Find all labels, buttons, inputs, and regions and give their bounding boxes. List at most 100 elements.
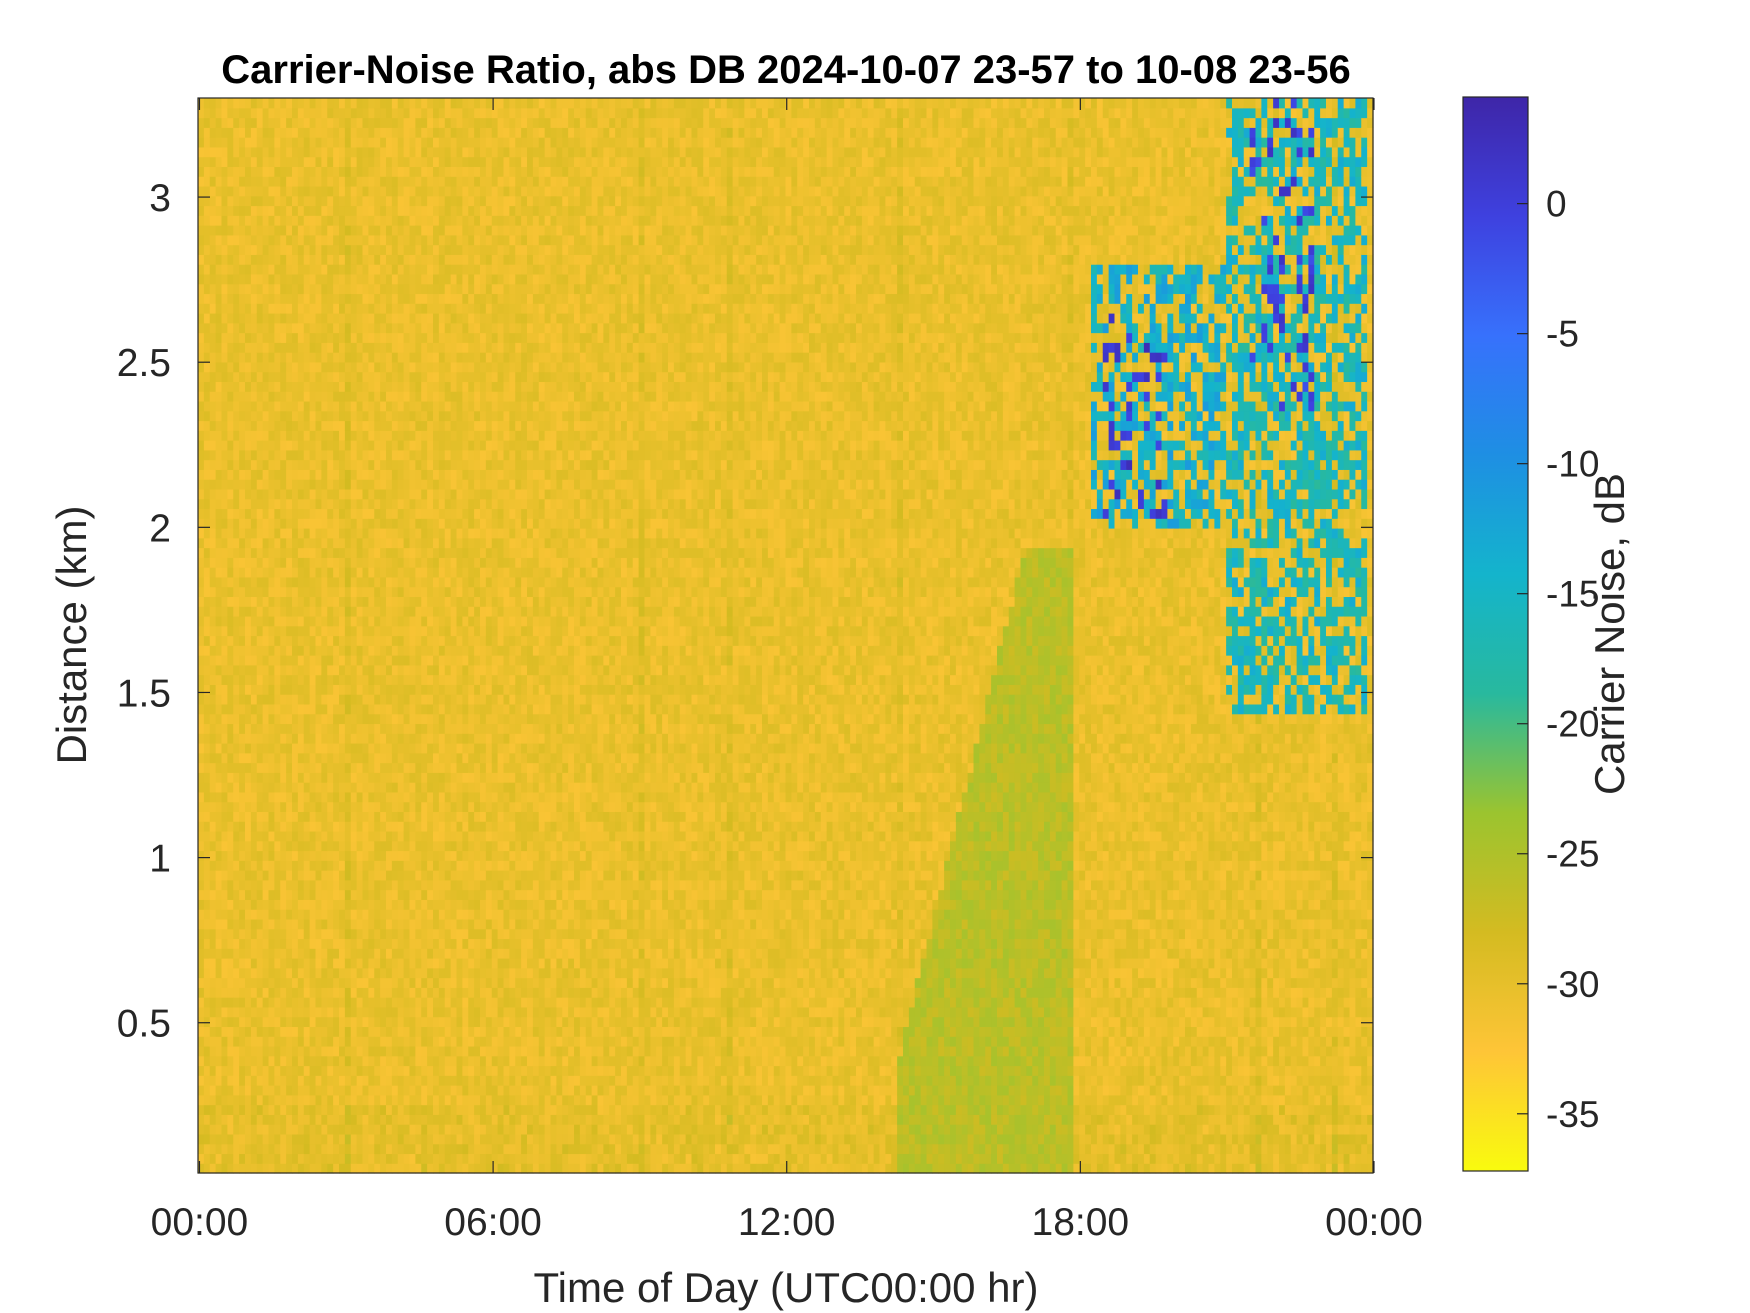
heatmap-cell <box>392 684 398 694</box>
heatmap-cell <box>380 665 386 675</box>
heatmap-cell <box>198 127 204 137</box>
heatmap-cell <box>233 978 239 988</box>
heatmap-cell <box>439 626 445 636</box>
heatmap-cell <box>445 333 451 343</box>
heatmap-cell <box>427 342 433 352</box>
heatmap-cell <box>298 157 304 167</box>
heatmap-cell <box>251 733 257 743</box>
heatmap-cell <box>251 548 257 558</box>
heatmap-cell <box>239 948 245 958</box>
heatmap-cell <box>280 596 286 606</box>
heatmap-cell <box>257 254 263 264</box>
heatmap-cell <box>333 245 339 255</box>
heatmap-cell <box>380 254 386 264</box>
heatmap-cell <box>357 460 363 470</box>
heatmap-cell <box>280 1095 286 1105</box>
heatmap-cell <box>280 352 286 362</box>
heatmap-cell <box>345 137 351 147</box>
heatmap-cell <box>327 909 333 919</box>
heatmap-cell <box>333 489 339 499</box>
heatmap-cell <box>274 596 280 606</box>
heatmap-cell <box>457 313 463 323</box>
heatmap-cell <box>280 479 286 489</box>
heatmap-cell <box>345 508 351 518</box>
heatmap-cell <box>374 557 380 567</box>
heatmap-cell <box>386 684 392 694</box>
heatmap-cell <box>227 577 233 587</box>
heatmap-cell <box>292 147 298 157</box>
heatmap-cell <box>404 978 410 988</box>
heatmap-cell <box>198 284 204 294</box>
heatmap-cell <box>310 1007 316 1017</box>
heatmap-cell <box>392 831 398 841</box>
heatmap-cell <box>427 841 433 851</box>
heatmap-cell <box>427 1095 433 1105</box>
heatmap-cell <box>304 694 310 704</box>
heatmap-cell <box>222 987 228 997</box>
heatmap-cell <box>233 714 239 724</box>
heatmap-cell <box>457 929 463 939</box>
heatmap-cell <box>398 372 404 382</box>
heatmap-cell <box>427 538 433 548</box>
heatmap-cell <box>351 137 357 147</box>
heatmap-cell <box>316 772 322 782</box>
heatmap-cell <box>415 147 421 157</box>
heatmap-cell <box>321 137 327 147</box>
heatmap-cell <box>445 372 451 382</box>
heatmap-cell <box>198 499 204 509</box>
heatmap-cell <box>374 997 380 1007</box>
heatmap-cell <box>415 284 421 294</box>
heatmap-cell <box>357 166 363 176</box>
heatmap-cell <box>333 411 339 421</box>
heatmap-cell <box>415 821 421 831</box>
heatmap-cell <box>222 821 228 831</box>
heatmap-cell <box>404 655 410 665</box>
heatmap-cell <box>251 1105 257 1115</box>
heatmap-cell <box>339 421 345 431</box>
heatmap-cell <box>269 694 275 704</box>
heatmap-cell <box>239 548 245 558</box>
heatmap-cell <box>292 655 298 665</box>
heatmap-cell <box>368 772 374 782</box>
heatmap-cell <box>386 655 392 665</box>
heatmap-cell <box>245 831 251 841</box>
heatmap-cell <box>398 342 404 352</box>
heatmap-cell <box>263 186 269 196</box>
heatmap-cell <box>286 723 292 733</box>
heatmap-cell <box>374 499 380 509</box>
heatmap-cell <box>357 118 363 128</box>
heatmap-cell <box>280 968 286 978</box>
heatmap-cell <box>333 381 339 391</box>
heatmap-cell <box>269 968 275 978</box>
heatmap-cell <box>368 254 374 264</box>
heatmap-cell <box>204 802 210 812</box>
heatmap-cell <box>233 1026 239 1036</box>
heatmap-cell <box>227 235 233 245</box>
heatmap-cell <box>310 313 316 323</box>
heatmap-cell <box>339 802 345 812</box>
heatmap-cell <box>345 587 351 597</box>
heatmap-cell <box>286 841 292 851</box>
heatmap-cell <box>239 342 245 352</box>
heatmap-cell <box>327 1153 333 1163</box>
heatmap-cell <box>292 430 298 440</box>
heatmap-cell <box>286 704 292 714</box>
heatmap-cell <box>286 1036 292 1046</box>
heatmap-cell <box>368 1017 374 1027</box>
heatmap-cell <box>404 1017 410 1027</box>
heatmap-cell <box>339 684 345 694</box>
heatmap-cell <box>316 235 322 245</box>
heatmap-cell <box>233 636 239 646</box>
heatmap-cell <box>216 694 222 704</box>
heatmap-cell <box>351 176 357 186</box>
heatmap-cell <box>439 450 445 460</box>
heatmap-cell <box>227 1163 233 1173</box>
heatmap-cell <box>298 1124 304 1134</box>
heatmap-cell <box>333 1007 339 1017</box>
heatmap-cell <box>304 1075 310 1085</box>
heatmap-cell <box>280 723 286 733</box>
heatmap-cell <box>204 841 210 851</box>
heatmap-cell <box>368 548 374 558</box>
heatmap-cell <box>321 929 327 939</box>
heatmap-cell <box>321 567 327 577</box>
